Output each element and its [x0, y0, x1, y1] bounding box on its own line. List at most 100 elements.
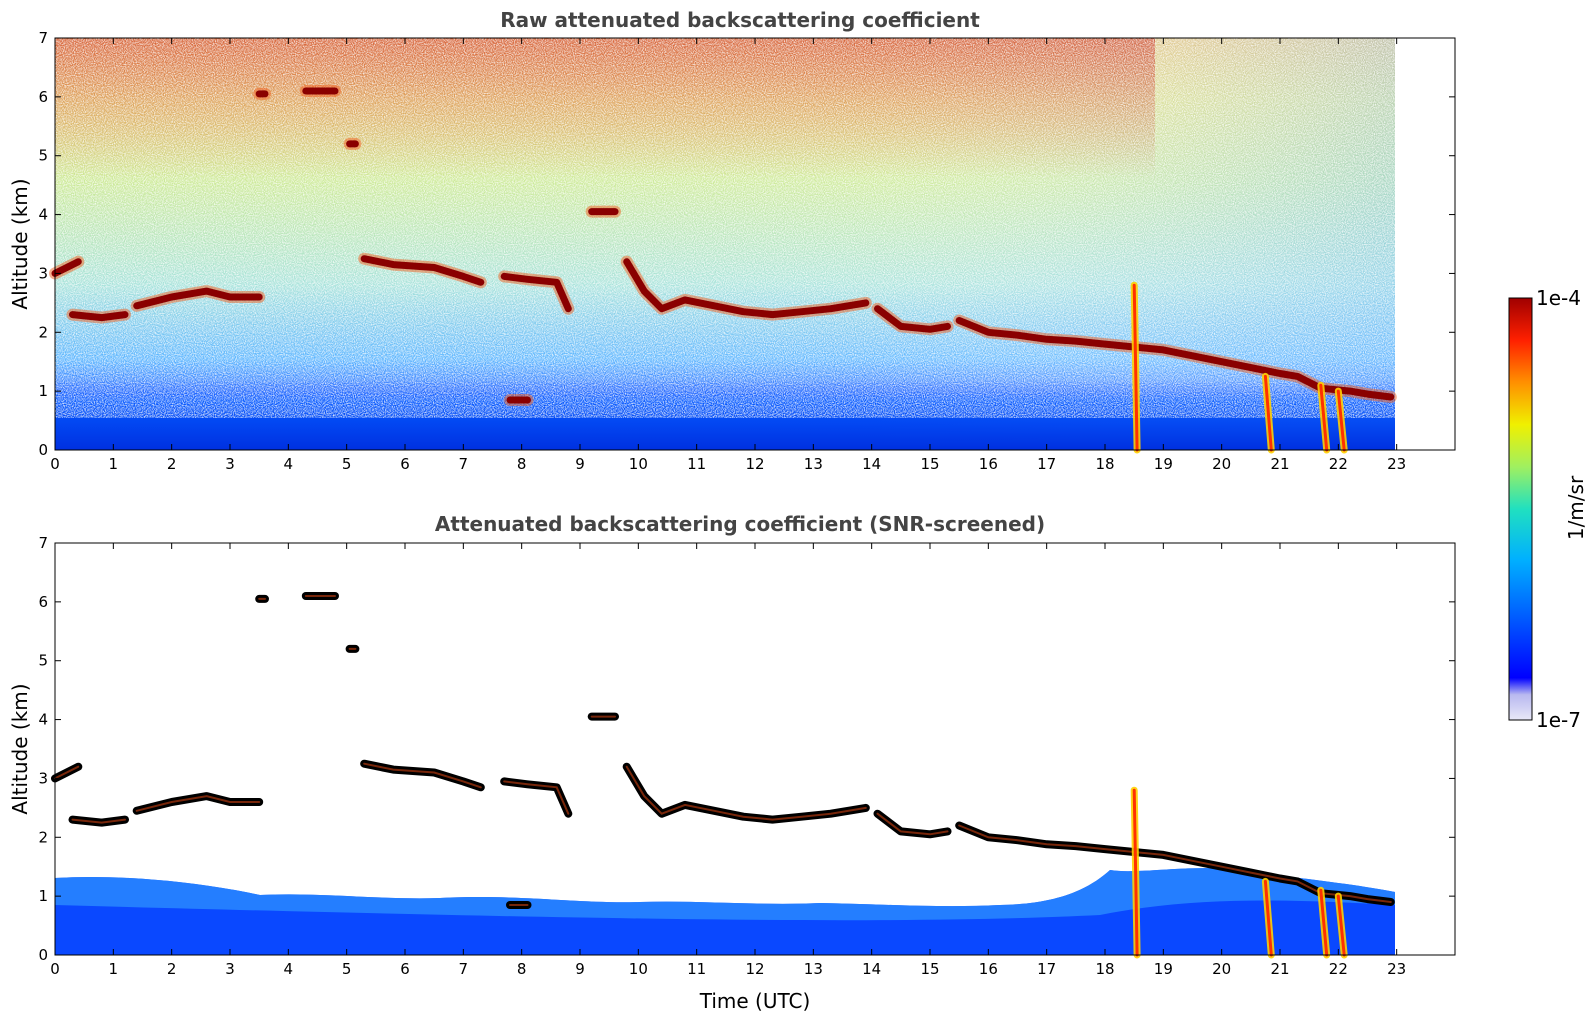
x-tick-label: 5	[342, 960, 352, 978]
x-tick-label: 2	[167, 960, 177, 978]
cloud-layers	[51, 592, 1395, 959]
x-tick-label: 12	[745, 455, 764, 473]
y-tick-label: 6	[38, 593, 48, 611]
x-tick-label: 23	[1387, 455, 1406, 473]
x-tick-label: 17	[1037, 960, 1056, 978]
y-axis-label: Altitude (km)	[8, 683, 32, 814]
x-tick-label: 3	[225, 960, 235, 978]
colorbar: 1e-4 1e-7 1/m/sr	[1508, 286, 1588, 732]
cloud-layer-mark	[51, 258, 82, 277]
x-tick-label: 14	[862, 455, 881, 473]
x-tick-label: 13	[804, 455, 823, 473]
y-tick-label: 6	[38, 88, 48, 106]
x-tick-label: 18	[1095, 960, 1114, 978]
precipitation-streak-core	[1132, 283, 1139, 452]
x-tick-label: 7	[459, 455, 469, 473]
x-tick-label: 11	[687, 960, 706, 978]
cloud-layers	[49, 85, 1397, 454]
x-tick-label: 15	[920, 960, 939, 978]
heatmap-image	[49, 38, 1397, 454]
x-tick-label: 15	[920, 455, 939, 473]
cloud-layer-edge	[503, 780, 570, 815]
cloud-layer-edge	[71, 818, 126, 824]
x-tick-label: 1	[109, 455, 119, 473]
x-tick-label: 22	[1329, 960, 1348, 978]
precipitation-streak-core	[1336, 894, 1346, 957]
x-tick-label: 13	[804, 960, 823, 978]
precipitation-streak-core	[1263, 879, 1273, 957]
x-tick-label: 4	[284, 455, 294, 473]
cloud-layer-edge	[54, 765, 80, 780]
cloud-layer-mark	[874, 305, 951, 333]
precipitation-streak-core	[1319, 383, 1329, 452]
x-tick-label: 6	[400, 960, 410, 978]
x-tick-label: 4	[284, 960, 294, 978]
y-tick-label: 2	[38, 828, 48, 846]
cloud-layer-mark	[133, 287, 263, 310]
y-tick-label: 5	[38, 652, 48, 670]
y-tick-label: 1	[38, 887, 48, 905]
x-axis-label: Time (UTC)	[699, 989, 811, 1013]
y-tick-label: 5	[38, 147, 48, 165]
axes: 0 1 2 3 4 5 6 7 8 9 10 11 12 13 14 15 16 17 18 19 20 21 22 2301…	[38, 29, 1456, 473]
cloud-layer-mark	[955, 317, 1395, 401]
y-tick-label: 0	[38, 441, 48, 459]
panel-title: Attenuated backscattering coefficient (S…	[435, 512, 1045, 536]
x-tick-label: 9	[575, 455, 585, 473]
x-tick-label: 16	[979, 455, 998, 473]
raw-backscatter-panel: Raw attenuated backscattering coefficien…	[8, 8, 1456, 473]
x-tick-label: 19	[1154, 455, 1173, 473]
x-tick-label: 21	[1270, 960, 1289, 978]
precipitation-streak-core	[1263, 374, 1273, 452]
cloud-layer-edge	[363, 762, 482, 789]
colorbar-gradient	[1508, 297, 1533, 721]
x-tick-label: 7	[459, 960, 469, 978]
y-tick-label: 7	[38, 29, 48, 47]
y-tick-label: 4	[38, 711, 48, 729]
x-tick-label: 0	[50, 960, 60, 978]
axes: 0 1 2 3 4 5 6 7 8 9 10 11 12 13 14 15 16 17 18 19 20 21 22 2301…	[38, 534, 1456, 978]
x-tick-label: 8	[517, 960, 527, 978]
y-tick-label: 4	[38, 206, 48, 224]
cloud-layer-mark	[623, 258, 870, 319]
cloud-layer-mark	[69, 311, 129, 322]
x-tick-label: 14	[862, 960, 881, 978]
x-tick-label: 20	[1212, 455, 1231, 473]
x-tick-label: 8	[517, 455, 527, 473]
y-tick-label: 3	[38, 769, 48, 787]
cloud-layer-edge	[958, 824, 1392, 903]
cloud-layer-mark	[500, 272, 572, 313]
colorbar-max-label: 1e-4	[1536, 286, 1581, 310]
x-tick-label: 20	[1212, 960, 1231, 978]
x-tick-label: 2	[167, 455, 177, 473]
snr-screened-panel: Attenuated backscattering coefficient (S…	[8, 512, 1456, 1013]
x-tick-label: 1	[109, 960, 119, 978]
screened-boundary-layer-top	[55, 868, 1395, 921]
x-tick-label: 11	[687, 455, 706, 473]
x-tick-label: 16	[979, 960, 998, 978]
colorbar-min-label: 1e-7	[1536, 708, 1581, 732]
x-tick-label: 22	[1329, 455, 1348, 473]
colorbar-unit-label: 1/m/sr	[1564, 475, 1588, 540]
cloud-layer-edge	[625, 765, 867, 821]
x-tick-label: 10	[629, 960, 648, 978]
precipitation-streak-core	[1132, 788, 1139, 957]
y-axis-label: Altitude (km)	[8, 178, 32, 309]
cloud-layer-mark	[360, 255, 485, 286]
panel-title: Raw attenuated backscattering coefficien…	[500, 8, 980, 32]
heatmap-image	[51, 543, 1455, 959]
y-tick-label: 7	[38, 534, 48, 552]
x-tick-label: 6	[400, 455, 410, 473]
y-tick-label: 1	[38, 382, 48, 400]
x-tick-label: 12	[745, 960, 764, 978]
x-tick-label: 0	[50, 455, 60, 473]
cloud-layer-edge	[135, 795, 261, 812]
x-tick-label: 21	[1270, 455, 1289, 473]
y-tick-label: 2	[38, 323, 48, 341]
x-tick-label: 10	[629, 455, 648, 473]
x-tick-label: 17	[1037, 455, 1056, 473]
precipitation-streak-core	[1319, 888, 1329, 957]
precipitation-streak-core	[1336, 389, 1346, 452]
y-tick-label: 0	[38, 946, 48, 964]
